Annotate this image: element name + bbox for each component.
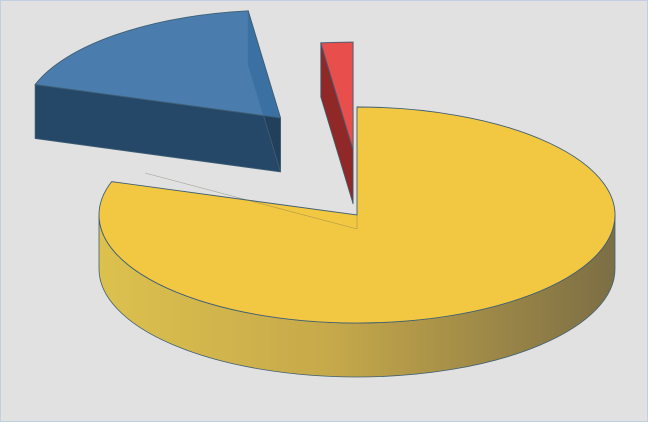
slice-yellow-top	[98, 106, 616, 324]
slice-yellow	[98, 106, 616, 378]
slice-blue	[34, 10, 282, 173]
pie-guide-lines	[144, 115, 358, 230]
slice-red-top	[320, 41, 354, 151]
slice-red	[320, 41, 354, 205]
slice-blue-top	[34, 10, 282, 119]
